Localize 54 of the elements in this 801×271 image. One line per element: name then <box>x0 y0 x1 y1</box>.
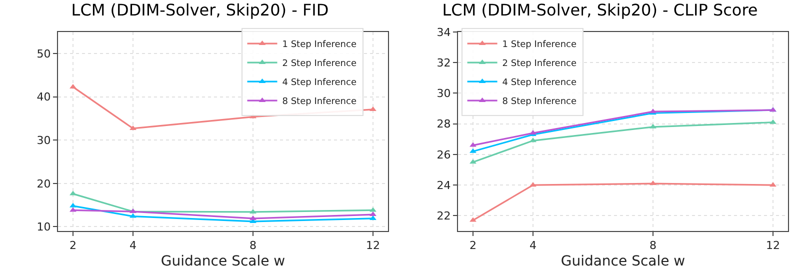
point <box>70 202 76 208</box>
y-tick-label: 10 <box>36 220 51 234</box>
x-tick-label: 12 <box>366 239 380 252</box>
chart-title: LCM (DDIM-Solver, Skip20) - FID <box>71 0 329 20</box>
point <box>130 125 136 130</box>
y-tick-label: 50 <box>36 47 51 60</box>
y-tick-label: 30 <box>436 87 451 100</box>
x-tick-label: 2 <box>470 239 476 252</box>
point <box>650 180 656 186</box>
legend-label: 2 Step Inference <box>502 59 577 70</box>
legend-label: 1 Step Inference <box>282 40 357 50</box>
y-tick-label: 34 <box>436 26 451 39</box>
y-tick-label: 26 <box>436 148 451 162</box>
point <box>250 215 256 220</box>
y-tick-label: 30 <box>36 134 51 147</box>
point <box>370 212 376 216</box>
point <box>770 119 776 124</box>
y-tick-label: 24 <box>436 178 451 192</box>
x-tick-label: 8 <box>250 239 256 252</box>
x-axis-title: Guidance Scale w <box>560 254 686 270</box>
point <box>470 159 476 164</box>
x-tick-label: 12 <box>766 239 780 252</box>
legend-label: 8 Step Inference <box>282 97 357 108</box>
x-tick-label: 4 <box>530 239 536 252</box>
legend-label: 8 Step Inference <box>502 97 577 108</box>
point <box>70 190 76 196</box>
point <box>470 142 476 147</box>
point <box>770 182 776 187</box>
chart-title: LCM (DDIM-Solver, Skip20) - CLIP Score <box>442 0 758 20</box>
x-axis-title: Guidance Scale w <box>160 254 286 270</box>
point <box>70 84 76 88</box>
y-tick-label: 22 <box>436 210 451 223</box>
y-tick-label: 28 <box>436 118 451 131</box>
legend-label: 1 Step Inference <box>502 40 577 50</box>
legend-label: 2 Step Inference <box>282 59 357 70</box>
point <box>530 182 536 187</box>
point <box>470 148 476 153</box>
x-tick-label: 2 <box>70 239 76 252</box>
point <box>370 106 376 111</box>
point <box>370 215 376 220</box>
y-tick-label: 40 <box>36 90 51 104</box>
point <box>530 138 536 142</box>
point <box>250 208 256 214</box>
point <box>130 213 136 218</box>
point <box>650 124 656 128</box>
legend-label: 4 Step Inference <box>282 78 357 88</box>
y-tick-label: 32 <box>436 56 451 70</box>
legend-label: 4 Step Inference <box>502 78 577 88</box>
x-tick-label: 8 <box>650 239 656 252</box>
y-tick-label: 20 <box>36 177 51 190</box>
point <box>370 207 376 212</box>
point <box>70 207 76 212</box>
point <box>470 217 476 222</box>
x-tick-label: 4 <box>130 239 136 252</box>
